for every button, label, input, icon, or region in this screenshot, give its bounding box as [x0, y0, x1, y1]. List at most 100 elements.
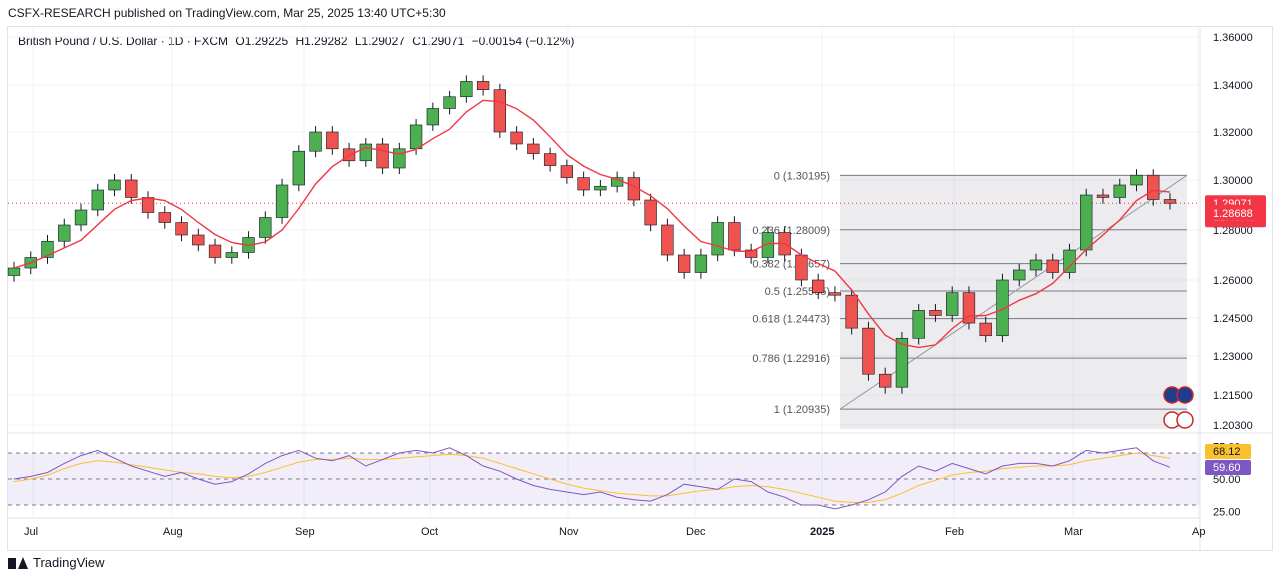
fib-level-label: 0.618 (1.24473)	[752, 314, 830, 326]
candle-down	[493, 89, 507, 133]
tradingview-logo-icon	[8, 556, 28, 570]
candle-up	[895, 337, 909, 388]
candle-down	[527, 143, 540, 154]
price-tick-label: 1.28000	[1213, 225, 1253, 237]
candle-up	[58, 224, 71, 242]
rsi-line	[13, 447, 1171, 510]
candle-down	[326, 131, 339, 150]
candle-down	[627, 177, 641, 201]
candle-up	[359, 143, 372, 162]
candle-up	[594, 185, 607, 191]
candle-up	[711, 222, 724, 256]
candle-up	[7, 267, 21, 276]
candle-down	[962, 292, 976, 324]
candle-up	[259, 217, 272, 238]
chart-frame	[7, 26, 1273, 551]
candle-down	[929, 310, 942, 316]
publisher-line: CSFX-RESEARCH published on TradingView.c…	[8, 6, 446, 20]
price-tick-label: 1.32000	[1213, 127, 1253, 139]
ma-value-label: 1.28688	[1213, 208, 1253, 220]
candle-up	[694, 254, 708, 273]
time-axis: Jul Aug Sep Oct Nov Dec 2025 Feb Mar Ap	[8, 517, 1205, 538]
candle-up	[91, 189, 104, 211]
moving-average	[13, 99, 1171, 349]
ma-line	[13, 99, 1171, 349]
candle-up	[1130, 174, 1143, 186]
rsi-tick-label: 25.00	[1213, 507, 1241, 519]
candle-down	[476, 81, 490, 91]
time-tick-label: 2025	[810, 526, 834, 538]
candle-down	[1163, 199, 1177, 204]
time-tick-label: Ap	[1192, 526, 1205, 538]
candle-up	[443, 96, 456, 109]
currency-flags	[1163, 386, 1194, 429]
candle-up	[1080, 194, 1093, 251]
candle-down	[795, 254, 808, 281]
rsi-tick-label: 50.00	[1213, 474, 1241, 486]
candle-up	[1013, 269, 1026, 281]
price-tick-label: 1.36000	[1213, 32, 1253, 44]
time-tick-label: Oct	[421, 526, 438, 538]
candle-down	[879, 373, 892, 388]
time-tick-label: Sep	[295, 526, 315, 538]
candle-down	[577, 177, 590, 191]
usd-flag-icon	[1176, 411, 1194, 429]
candle-down	[677, 254, 691, 273]
candle-up	[912, 310, 925, 339]
candle-up	[74, 209, 88, 226]
time-tick-label: Mar	[1064, 526, 1083, 538]
candle-down	[1046, 259, 1059, 273]
candle-down	[1147, 174, 1160, 200]
footer-brand[interactable]: TradingView	[8, 555, 105, 570]
time-tick-label: Nov	[559, 526, 579, 538]
candle-down	[728, 222, 741, 251]
price-tick-label: 1.23000	[1213, 351, 1253, 363]
fib-level-label: 0 (1.30195)	[774, 170, 830, 182]
candle-up	[225, 252, 238, 258]
candle-down	[812, 279, 825, 293]
price-tick-label: 1.26000	[1213, 275, 1253, 287]
candle-down	[979, 322, 992, 337]
time-tick-label: Dec	[686, 526, 706, 538]
ma-value-tag	[1205, 204, 1266, 221]
fib-level-label: 1 (1.20935)	[774, 404, 830, 416]
candle-up	[292, 150, 305, 186]
fib-level-label: 0.786 (1.22916)	[752, 353, 830, 365]
time-tick-label: Jul	[24, 526, 38, 538]
candles	[7, 75, 1177, 394]
price-grid	[8, 27, 1200, 518]
candle-up	[761, 232, 775, 258]
candle-down	[661, 224, 674, 256]
candle-up	[309, 131, 322, 152]
candle-down	[510, 131, 523, 145]
candle-up	[41, 240, 54, 258]
candle-up	[108, 179, 121, 191]
candle-up	[996, 279, 1009, 337]
candle-up	[409, 124, 423, 150]
time-tick-label: Feb	[945, 526, 964, 538]
rsi-ma-tag-label: 68.12	[1213, 446, 1241, 458]
candle-up	[426, 108, 440, 126]
candle-up	[1029, 259, 1043, 271]
candle-down	[828, 292, 842, 296]
candle-down	[1096, 194, 1110, 198]
rsi-ma-tag	[1205, 444, 1251, 459]
candle-down	[125, 179, 138, 198]
candle-up	[946, 292, 959, 316]
fib-level-label: 0.382 (1.26657)	[752, 259, 830, 271]
candle-down	[208, 244, 222, 258]
candle-down	[376, 143, 389, 169]
fibonacci-retracement: 0 (1.30195)0.236 (1.28009)0.382 (1.26657…	[752, 170, 1188, 430]
fib-area	[840, 175, 1187, 430]
rsi-tag-label: 59.60	[1213, 462, 1241, 474]
candle-down	[175, 222, 188, 236]
candle-down	[744, 249, 758, 258]
price-tick-label: 1.21500	[1213, 390, 1253, 402]
candle-up	[460, 81, 473, 98]
candle-down	[543, 153, 557, 166]
price-tick-label: 1.24500	[1213, 313, 1253, 325]
candle-down	[845, 294, 858, 329]
candle-down	[862, 327, 875, 375]
